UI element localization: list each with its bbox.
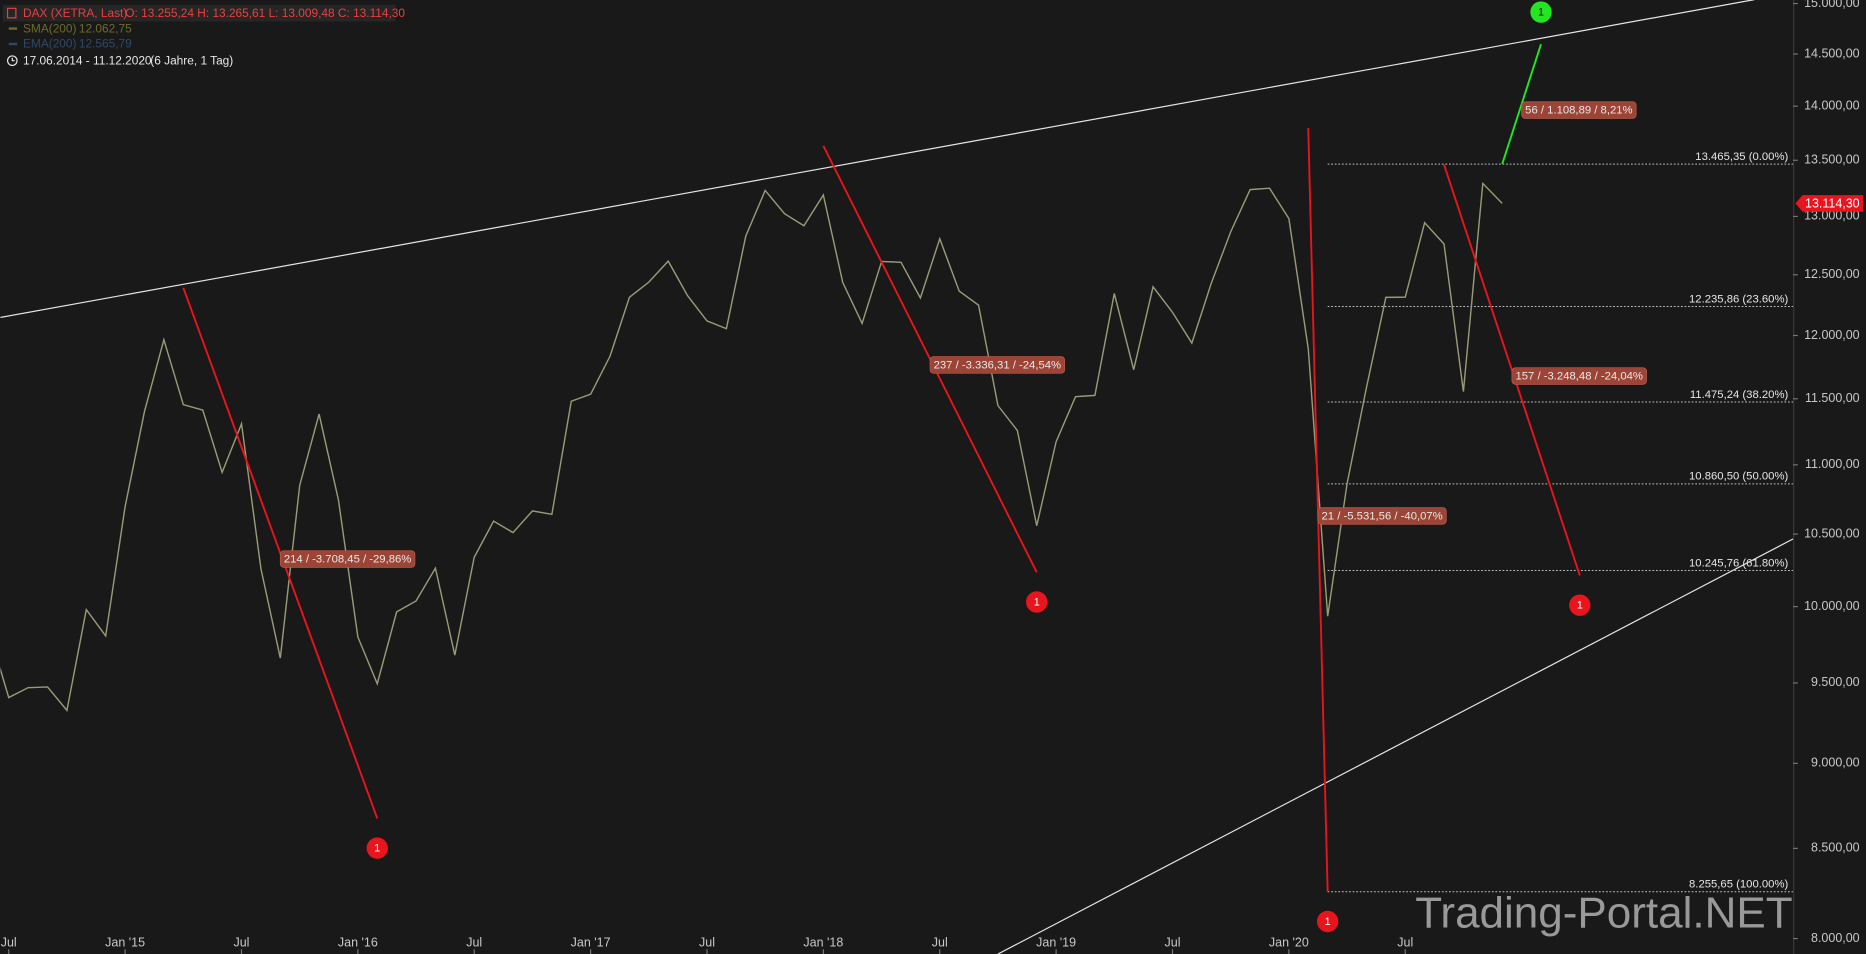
measure-label-box xyxy=(1317,507,1447,525)
x-tick-label: Jan '15 xyxy=(105,936,145,950)
y-tick-label: 15.000,00 xyxy=(1804,0,1860,10)
x-tick-label: Jul xyxy=(932,936,948,950)
marker xyxy=(1316,910,1339,933)
ohlc: O: 13.255,24 H: 13.265,61 L: 13.009,48 C… xyxy=(125,6,405,20)
fib-label: 11.475,24 (38.20%) xyxy=(1690,389,1789,401)
measure-label: 21 / -5.531,56 / -40,07% xyxy=(1322,510,1443,522)
measure-label-box xyxy=(929,356,1066,374)
x-tick-label: Jul xyxy=(466,936,482,950)
y-tick-label: 10.500,00 xyxy=(1804,526,1860,540)
fib-label: 12.235,86 (23.60%) xyxy=(1689,293,1788,305)
marker-label: 1 xyxy=(1034,596,1040,608)
y-tick-label: 9.500,00 xyxy=(1811,675,1860,689)
measure-label-box xyxy=(1511,367,1647,385)
ema-value: 12.565,79 xyxy=(79,37,132,51)
header-box xyxy=(2,4,396,22)
measure-label: 56 / 1.108,89 / 8,21% xyxy=(1525,105,1632,117)
price-line xyxy=(0,181,1503,713)
date-range: 17.06.2014 - 11.12.2020 xyxy=(23,53,152,67)
symbol: DAX (XETRA, Last) xyxy=(23,6,127,20)
marker xyxy=(1569,594,1591,616)
x-tick-label: Jan '19 xyxy=(1036,936,1076,950)
x-tick-label: Jul xyxy=(1,936,17,950)
y-tick-label: 12.000,00 xyxy=(1804,328,1860,342)
y-tick-label: 13.000,00 xyxy=(1804,209,1860,223)
x-tick-label: Jul xyxy=(699,936,715,950)
plot-area xyxy=(0,0,1794,954)
x-tick-label: Jul xyxy=(1165,936,1181,950)
y-tick-label: 14.000,00 xyxy=(1804,98,1860,112)
marker-label: 1 xyxy=(1325,916,1331,928)
ema-swatch xyxy=(8,42,18,46)
y-tick-label: 12.500,00 xyxy=(1804,267,1860,281)
y-tick-label: 9.000,00 xyxy=(1811,756,1860,770)
trendline xyxy=(997,538,1794,954)
x-tick-label: Jul xyxy=(1397,936,1413,950)
marker xyxy=(366,837,388,859)
watermark: Trading-Portal.NET xyxy=(1415,889,1792,938)
marker-label: 1 xyxy=(1577,600,1583,612)
y-tick-label: 10.000,00 xyxy=(1804,599,1860,613)
sma-swatch xyxy=(8,27,18,30)
measure-label: 214 / -3.708,45 / -29,86% xyxy=(284,554,412,566)
trendline xyxy=(0,0,1755,319)
fib-label: 10.245,76 (61.80%) xyxy=(1689,557,1788,569)
sma-value: 12.062,75 xyxy=(79,21,132,35)
x-tick-label: Jul xyxy=(234,936,250,950)
clock-icon xyxy=(6,55,18,67)
x-tick-label: Jan '16 xyxy=(338,936,378,950)
y-tick-label: 8.500,00 xyxy=(1811,841,1860,855)
last-price-tag xyxy=(1795,195,1864,212)
marker xyxy=(1026,591,1048,613)
date-range-note: (6 Jahre, 1 Tag) xyxy=(150,53,233,67)
last-price-label: 13.114,30 xyxy=(1805,196,1860,210)
x-tick-label: Jan '20 xyxy=(1269,936,1309,950)
measure-label: 157 / -3.248,48 / -24,04% xyxy=(1515,371,1643,383)
marker-label: 1 xyxy=(1538,6,1544,18)
x-tick-label: Jan '17 xyxy=(571,936,611,950)
y-tick-label: 11.500,00 xyxy=(1805,391,1860,405)
clock-hands xyxy=(11,57,15,62)
y-tick-label: 11.000,00 xyxy=(1805,457,1860,471)
measure-label-box xyxy=(1521,101,1637,119)
symbol-icon xyxy=(6,7,17,19)
measure-label-box xyxy=(279,550,416,568)
y-tick-label: 8.000,00 xyxy=(1811,931,1860,945)
y-tick-label: 14.500,00 xyxy=(1804,46,1860,60)
measure-label: 237 / -3.336,31 / -24,54% xyxy=(934,360,1061,372)
ema-label: EMA(200) xyxy=(23,37,77,51)
marker-label: 1 xyxy=(374,843,380,855)
header: DAX (XETRA, Last) O: 13.255,24 H: 13.265… xyxy=(2,4,405,67)
fib-label: 13.465,35 (0.00%) xyxy=(1695,151,1788,163)
sma-label: SMA(200) xyxy=(23,21,77,35)
fib-label: 8.255,65 (100.00%) xyxy=(1689,879,1788,891)
y-tick-label: 13.500,00 xyxy=(1804,153,1860,167)
x-tick-label: Jan '18 xyxy=(803,936,843,950)
fib-label: 10.860,50 (50.00%) xyxy=(1689,471,1788,483)
marker xyxy=(1530,1,1552,23)
